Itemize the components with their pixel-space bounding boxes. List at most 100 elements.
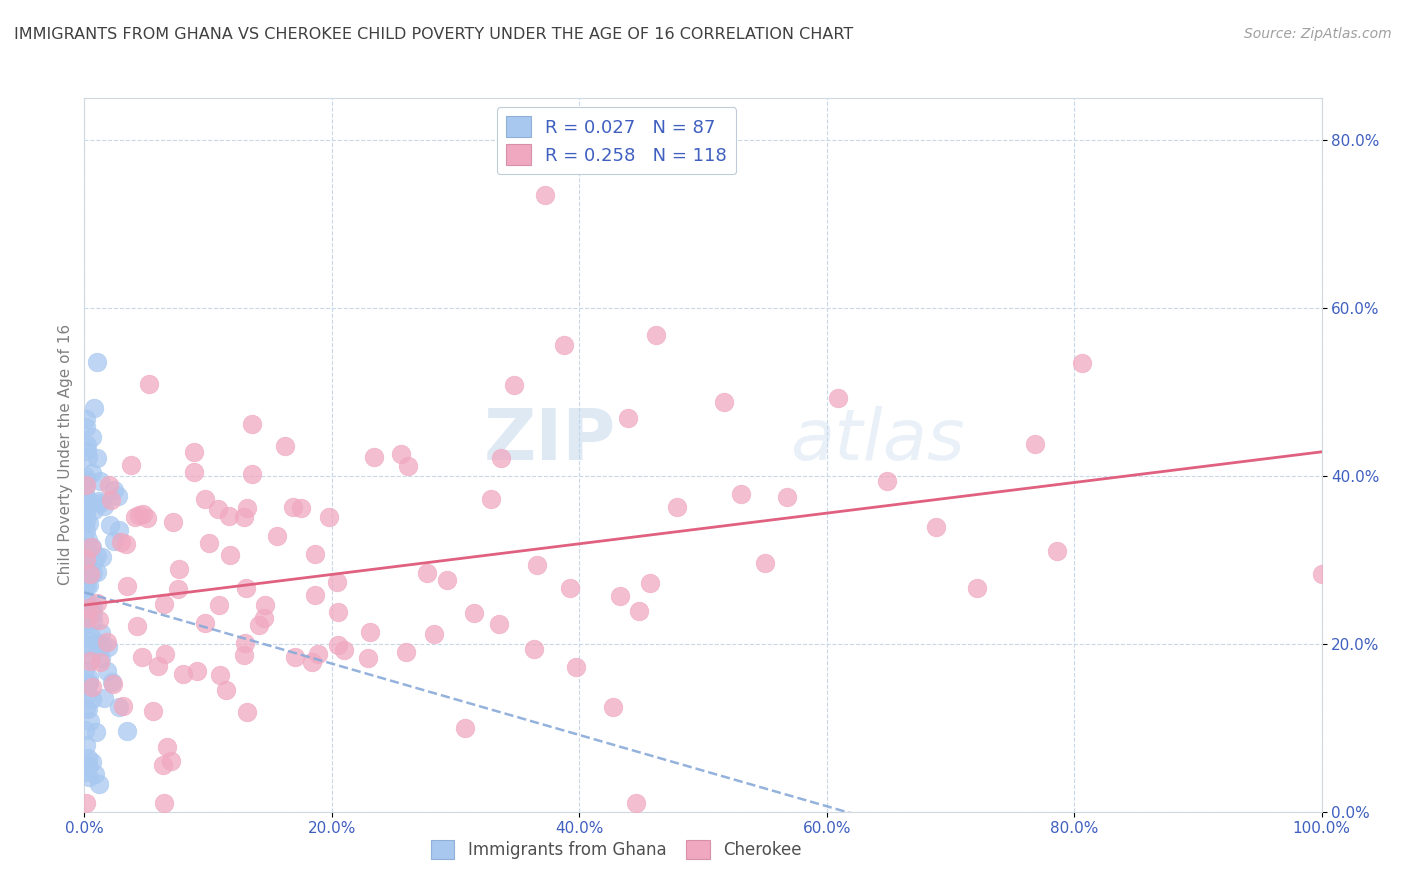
Point	[84, 725, 107, 739]
Point	[153, 797, 176, 811]
Point	[172, 667, 194, 681]
Point	[479, 491, 502, 506]
Point	[77, 675, 100, 690]
Point	[120, 458, 142, 473]
Point	[96, 635, 118, 649]
Point	[75, 477, 97, 491]
Point	[617, 411, 640, 425]
Point	[79, 558, 101, 573]
Point	[645, 328, 668, 343]
Point	[96, 665, 118, 679]
Point	[75, 765, 97, 780]
Point	[359, 625, 381, 640]
Point	[207, 598, 229, 612]
Point	[100, 493, 122, 508]
Point	[152, 757, 174, 772]
Point	[125, 619, 148, 633]
Point	[86, 355, 108, 369]
Point	[318, 509, 340, 524]
Point	[1070, 355, 1092, 369]
Point	[90, 651, 112, 665]
Point	[83, 503, 105, 517]
Point	[240, 417, 263, 431]
Point	[396, 458, 419, 473]
Point	[107, 489, 129, 503]
Point	[266, 529, 288, 543]
Text: Source: ZipAtlas.com: Source: ZipAtlas.com	[1244, 27, 1392, 41]
Point	[110, 535, 132, 549]
Point	[76, 758, 98, 772]
Point	[79, 566, 101, 581]
Point	[73, 580, 96, 594]
Point	[82, 755, 104, 769]
Point	[75, 468, 97, 483]
Point	[103, 483, 125, 497]
Point	[89, 613, 111, 627]
Point	[235, 500, 257, 515]
Point	[101, 674, 124, 689]
Point	[98, 517, 121, 532]
Point	[90, 625, 112, 640]
Point	[876, 475, 898, 489]
Point	[232, 648, 254, 663]
Point	[97, 640, 120, 655]
Point	[108, 523, 131, 537]
Point	[73, 631, 96, 645]
Point	[132, 507, 155, 521]
Point	[966, 581, 988, 595]
Point	[89, 495, 111, 509]
Point	[713, 394, 735, 409]
Point	[1024, 437, 1046, 451]
Point	[463, 606, 485, 620]
Point	[389, 447, 412, 461]
Point	[304, 547, 326, 561]
Point	[75, 412, 97, 426]
Point	[82, 599, 104, 613]
Point	[558, 582, 581, 596]
Point	[77, 600, 100, 615]
Point	[77, 450, 100, 464]
Point	[77, 687, 100, 701]
Point	[77, 516, 100, 531]
Point	[75, 420, 97, 434]
Point	[564, 660, 586, 674]
Point	[488, 617, 510, 632]
Point	[233, 509, 256, 524]
Point	[1310, 567, 1333, 582]
Y-axis label: Child Poverty Under the Age of 16: Child Poverty Under the Age of 16	[58, 325, 73, 585]
Point	[553, 338, 575, 352]
Point	[77, 770, 100, 784]
Point	[247, 618, 270, 632]
Legend: Immigrants from Ghana, Cherokee: Immigrants from Ghana, Cherokee	[423, 831, 810, 868]
Point	[115, 537, 138, 551]
Point	[75, 524, 97, 539]
Point	[86, 565, 108, 579]
Point	[82, 692, 104, 706]
Point	[283, 500, 305, 514]
Point	[626, 797, 648, 811]
Point	[235, 581, 257, 595]
Point	[128, 508, 150, 522]
Point	[83, 401, 105, 416]
Point	[101, 676, 124, 690]
Point	[76, 541, 98, 555]
Point	[89, 656, 111, 670]
Point	[108, 699, 131, 714]
Point	[77, 611, 100, 625]
Point	[115, 579, 138, 593]
Point	[208, 668, 231, 682]
Point	[75, 701, 97, 715]
Point	[117, 723, 139, 738]
Point	[80, 540, 103, 554]
Point	[148, 659, 170, 673]
Point	[666, 500, 689, 514]
Point	[75, 640, 97, 654]
Point	[91, 639, 114, 653]
Point	[609, 589, 631, 603]
Point	[80, 467, 103, 481]
Point	[254, 598, 277, 612]
Point	[135, 511, 157, 525]
Point	[73, 574, 96, 589]
Point	[326, 574, 349, 589]
Point	[153, 647, 176, 661]
